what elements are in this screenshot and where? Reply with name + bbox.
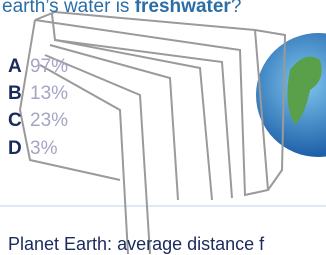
option-text: 13% (30, 83, 68, 104)
question: earth’s water is freshwater? (2, 0, 241, 18)
option-text: 3% (30, 138, 57, 159)
option-letter: A (8, 56, 30, 78)
option-letter: C (8, 110, 30, 132)
option-letter: B (8, 83, 30, 105)
option-letter: D (8, 138, 30, 160)
question-text: earth’s water is (2, 0, 135, 17)
page: earth’s water is freshwater? A97%B13%C23… (0, 0, 326, 254)
option-text: 97% (30, 56, 68, 77)
option-text: 23% (30, 110, 68, 131)
question-mark: ? (231, 0, 242, 17)
footer-text: Planet Earth: average distance f (8, 234, 264, 255)
book-outline (20, 12, 285, 254)
question-emphasis: freshwater (135, 0, 231, 17)
